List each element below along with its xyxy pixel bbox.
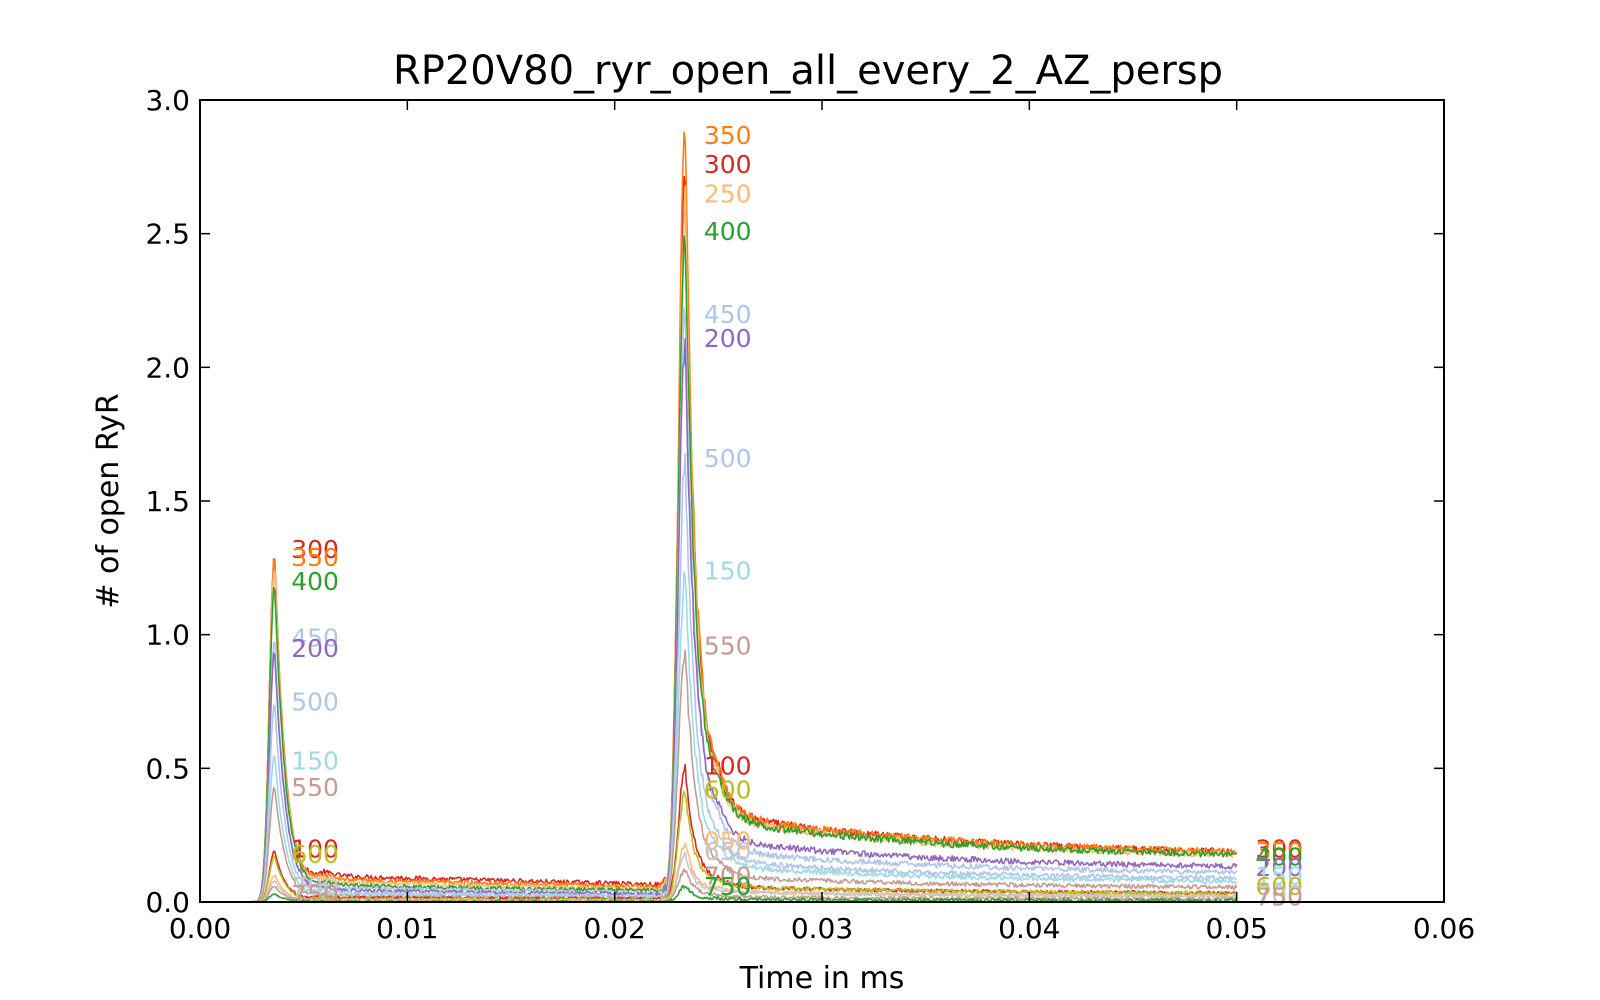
y-tick-label: 1.5 [145, 485, 190, 518]
series-line-550 [251, 649, 1238, 903]
x-tick-label: 0.05 [1205, 912, 1267, 945]
series-annotation: 300 [291, 535, 339, 564]
series-annotation: 400 [1255, 843, 1303, 872]
series-annotation: 350 [291, 543, 339, 572]
chart-title: RP20V80_ryr_open_all_every_2_AZ_persp [393, 48, 1223, 94]
series-annotation: 600 [1255, 872, 1303, 901]
series-annotation: 350 [1255, 837, 1303, 866]
y-tick-label: 3.0 [145, 84, 190, 117]
series-annotation: 100 [291, 835, 339, 864]
series-annotation: 750 [704, 872, 752, 901]
series-line-200 [251, 337, 1238, 903]
x-tick-label: 0.04 [998, 912, 1060, 945]
y-tick-label: 2.5 [145, 218, 190, 251]
y-axis-label: # of open RyR [91, 393, 126, 608]
x-tick-label: 0.02 [583, 912, 645, 945]
y-tick-label: 0.0 [145, 886, 190, 919]
series-annotation: 200 [291, 634, 339, 663]
series-line-450 [251, 306, 1238, 903]
series-annotation: 750 [291, 880, 339, 909]
series-line-500 [251, 452, 1238, 903]
series-annotation: 550 [291, 773, 339, 802]
series-annotation: 300 [1255, 835, 1303, 864]
series-annotation: 200 [704, 324, 752, 353]
series-annotation: 500 [704, 444, 752, 473]
x-tick-label: 0.01 [376, 912, 438, 945]
series-annotation: 150 [1255, 861, 1303, 890]
label-layer: 3003504004502005001505501006007007503503… [291, 121, 1303, 912]
series-line-150 [251, 570, 1238, 903]
series-annotation: 600 [704, 776, 752, 805]
series-line-350 [251, 131, 1238, 903]
series-annotation: 700 [1255, 880, 1303, 909]
series-annotation: 400 [704, 217, 752, 246]
series-annotation: 350 [704, 121, 752, 150]
series-annotation: 450 [704, 300, 752, 329]
series-line-600 [251, 790, 1237, 903]
series-annotation: 450 [291, 623, 339, 652]
x-tick-label: 0.00 [169, 912, 231, 945]
series-annotation: 100 [704, 752, 752, 781]
x-axis: 0.00 0.01 0.02 0.03 0.04 0.05 0.06 [169, 100, 1475, 945]
plot-frame [199, 99, 1445, 903]
series-annotation: 700 [704, 861, 752, 890]
x-tick-label: 0.06 [1413, 912, 1475, 945]
x-tick-label: 0.03 [791, 912, 853, 945]
series-annotation: 300 [704, 150, 752, 179]
series-annotation: 050 [704, 827, 752, 856]
y-tick-label: 2.0 [145, 351, 190, 384]
series-annotation: 200 [1255, 853, 1303, 882]
series-layer [251, 131, 1238, 903]
series-annotation: 150 [291, 746, 339, 775]
y-axis: 0.0 0.5 1.0 1.5 2.0 2.5 3.0 [145, 84, 1444, 919]
series-annotation: 250 [704, 180, 752, 209]
series-annotation: 750 [1255, 883, 1303, 912]
x-axis-label: Time in ms [739, 961, 905, 996]
series-annotation: 700 [291, 872, 339, 901]
y-tick-label: 0.5 [145, 752, 190, 785]
series-annotation: 400 [291, 567, 339, 596]
series-annotation: 150 [704, 557, 752, 586]
series-annotation: 500 [291, 688, 339, 717]
series-line-400 [251, 235, 1237, 903]
series-annotation: 650 [704, 837, 752, 866]
series-annotation: 600 [291, 840, 339, 869]
y-tick-label: 1.0 [145, 619, 190, 652]
series-annotation: 550 [704, 631, 752, 660]
